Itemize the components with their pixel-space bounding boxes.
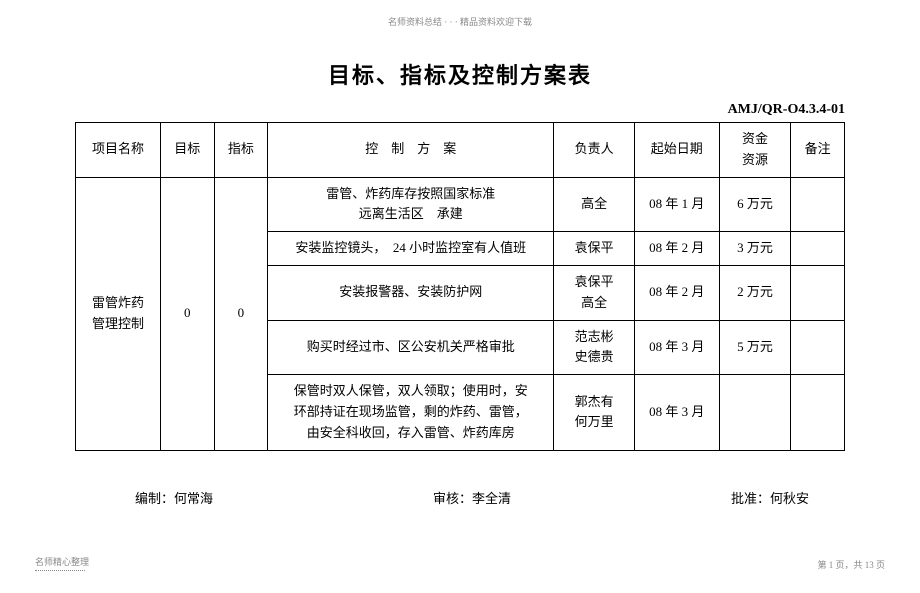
signature-row: 编制：何常海 审核：李全清 批准：何秋安 [75, 488, 845, 507]
cell-person: 袁保平高全 [554, 265, 634, 320]
cell-person: 范志彬史德贵 [554, 320, 634, 375]
cell-fund: 5 万元 [719, 320, 791, 375]
cell-plan: 安装监控镜头， 24 小时监控室有人值班 [268, 232, 554, 266]
cell-note [791, 265, 845, 320]
cell-date: 08 年 2 月 [634, 265, 719, 320]
bottom-left-text: 名师精心整理 [35, 555, 89, 571]
cell-note [791, 177, 845, 232]
cell-fund: 2 万元 [719, 265, 791, 320]
cell-plan: 雷管、炸药库存按照国家标准远离生活区 承建 [268, 177, 554, 232]
col-header-name: 项目名称 [76, 123, 161, 178]
cell-date: 08 年 2 月 [634, 232, 719, 266]
col-header-date: 起始日期 [634, 123, 719, 178]
compile-by: 编制：何常海 [135, 488, 213, 507]
col-header-note: 备注 [791, 123, 845, 178]
col-header-index: 指标 [214, 123, 268, 178]
main-table-container: 项目名称 目标 指标 控 制 方 案 负责人 起始日期 资金资源 备注 雷管炸药… [75, 122, 845, 451]
cell-date: 08 年 1 月 [634, 177, 719, 232]
page-title: 目标、指标及控制方案表 [328, 58, 592, 90]
cell-person: 袁保平 [554, 232, 634, 266]
cell-fund: 6 万元 [719, 177, 791, 232]
cell-date: 08 年 3 月 [634, 320, 719, 375]
col-header-plan: 控 制 方 案 [268, 123, 554, 178]
col-header-person: 负责人 [554, 123, 634, 178]
table-row: 雷管炸药管理控制 0 0 雷管、炸药库存按照国家标准远离生活区 承建 高全 08… [76, 177, 845, 232]
cell-fund [719, 375, 791, 450]
review-by: 审核：李全清 [433, 488, 511, 507]
cell-name: 雷管炸药管理控制 [76, 177, 161, 450]
cell-note [791, 375, 845, 450]
cell-plan: 购买时经过市、区公安机关严格审批 [268, 320, 554, 375]
table-header-row: 项目名称 目标 指标 控 制 方 案 负责人 起始日期 资金资源 备注 [76, 123, 845, 178]
doc-code: AMJ/QR-O4.3.4-01 [728, 102, 845, 118]
cell-target: 0 [160, 177, 214, 450]
cell-plan: 保管时双人保管，双人领取；使用时，安环部持证在现场监管，剩的炸药、雷管，由安全科… [268, 375, 554, 450]
cell-date: 08 年 3 月 [634, 375, 719, 450]
bottom-right-text: 第 1 页，共 13 页 [817, 558, 885, 571]
col-header-fund: 资金资源 [719, 123, 791, 178]
cell-note [791, 232, 845, 266]
cell-index: 0 [214, 177, 268, 450]
cell-plan: 安装报警器、安装防护网 [268, 265, 554, 320]
main-table: 项目名称 目标 指标 控 制 方 案 负责人 起始日期 资金资源 备注 雷管炸药… [75, 122, 845, 451]
cell-fund: 3 万元 [719, 232, 791, 266]
approve-by: 批准：何秋安 [731, 488, 809, 507]
header-watermark: 名师资料总结 · · · 精品资料欢迎下载 [388, 15, 532, 28]
cell-person: 郭杰有何万里 [554, 375, 634, 450]
cell-person: 高全 [554, 177, 634, 232]
col-header-target: 目标 [160, 123, 214, 178]
cell-note [791, 320, 845, 375]
